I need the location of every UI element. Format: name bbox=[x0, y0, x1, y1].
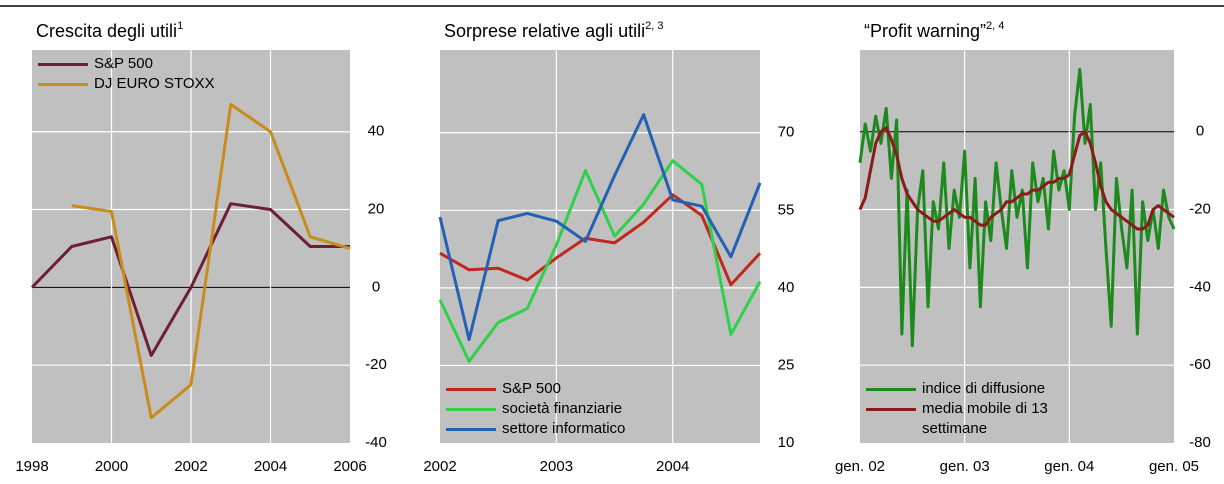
chart-title: Crescita degli utili1 bbox=[36, 20, 183, 41]
x-tick-label: 2003 bbox=[540, 458, 573, 475]
legend: S&P 500 società finanziarie settore inform… bbox=[446, 319, 696, 439]
series-line bbox=[71, 102, 351, 420]
legend-label: DJ EURO STOXX bbox=[94, 75, 215, 92]
legend-swatch bbox=[38, 63, 88, 66]
series-line bbox=[30, 202, 350, 357]
series-line bbox=[439, 193, 762, 287]
legend-item: settore informatico bbox=[446, 419, 696, 439]
x-tick-label: 2006 bbox=[333, 458, 366, 475]
plot-area bbox=[860, 50, 1174, 443]
series-line bbox=[858, 126, 1175, 231]
y-tick-label: 40 bbox=[778, 279, 795, 296]
legend-swatch bbox=[446, 388, 496, 391]
y-tick-label: -40 bbox=[365, 434, 387, 451]
x-tick-label: 2004 bbox=[254, 458, 287, 475]
x-tick-label: gen. 03 bbox=[940, 458, 990, 475]
legend-box: S&P 500 società finanziarie settore inform… bbox=[446, 319, 696, 439]
y-tick-label: 25 bbox=[778, 356, 795, 373]
y-tick-label: 20 bbox=[368, 201, 385, 218]
legend-label: settore informatico bbox=[502, 420, 626, 437]
legend-swatch bbox=[866, 408, 916, 411]
x-tick-label: 2002 bbox=[423, 458, 456, 475]
legend-swatch bbox=[446, 408, 496, 411]
legend-item: S&P 500 bbox=[38, 54, 288, 74]
chart-title: Sorprese relative agli utili2, 3 bbox=[444, 20, 663, 41]
x-tick-label: 2004 bbox=[656, 458, 689, 475]
legend-item: DJ EURO STOXX bbox=[38, 74, 288, 94]
x-tick-label: gen. 04 bbox=[1044, 458, 1094, 475]
y-tick-label: 0 bbox=[372, 278, 380, 295]
x-tick-label: 1998 bbox=[15, 458, 48, 475]
legend-label: S&P 500 bbox=[94, 55, 153, 72]
y-tick-label: -40 bbox=[1189, 278, 1211, 295]
legend: indice di diffusione media mobile di 13 s… bbox=[866, 319, 1106, 439]
legend-item: società finanziarie bbox=[446, 399, 696, 419]
title-text: Sorprese relative agli utili bbox=[444, 21, 645, 41]
title-superscript: 1 bbox=[177, 20, 183, 32]
legend-item: media mobile di 13 settimane bbox=[866, 399, 1106, 439]
title-superscript: 2, 3 bbox=[645, 20, 663, 32]
legend-swatch bbox=[446, 428, 496, 431]
title-text: Crescita degli utili bbox=[36, 21, 177, 41]
legend-label: società finanziarie bbox=[502, 400, 623, 417]
legend-item: S&P 500 bbox=[446, 379, 696, 399]
title-superscript: 2, 4 bbox=[986, 20, 1004, 32]
x-tick-label: gen. 02 bbox=[835, 458, 885, 475]
x-tick-label: gen. 05 bbox=[1149, 458, 1199, 475]
y-tick-label: 70 bbox=[778, 124, 795, 141]
y-tick-label: -20 bbox=[365, 356, 387, 373]
series-line bbox=[858, 67, 1176, 348]
legend-box: S&P 500 DJ EURO STOXX bbox=[38, 54, 288, 174]
y-tick-label: 40 bbox=[368, 123, 385, 140]
legend-swatch bbox=[866, 388, 916, 391]
chart-title: “Profit warning”2, 4 bbox=[864, 20, 1004, 41]
series-line bbox=[438, 159, 762, 363]
y-tick-label: -60 bbox=[1189, 356, 1211, 373]
x-tick-label: 2000 bbox=[95, 458, 128, 475]
legend-item: indice di diffusione bbox=[866, 379, 1106, 399]
legend-label: indice di diffusione bbox=[922, 380, 1046, 397]
legend-label: S&P 500 bbox=[502, 380, 561, 397]
y-tick-label: -80 bbox=[1189, 434, 1211, 451]
y-tick-label: 0 bbox=[1196, 123, 1204, 140]
title-text: “Profit warning” bbox=[864, 21, 986, 41]
legend-swatch bbox=[38, 83, 88, 86]
y-tick-label: 55 bbox=[778, 201, 795, 218]
legend: S&P 500 DJ EURO STOXX bbox=[38, 54, 288, 174]
y-tick-label: -20 bbox=[1189, 201, 1211, 218]
legend-label: media mobile di 13 settimane bbox=[922, 400, 1048, 437]
series-line bbox=[438, 113, 762, 342]
legend-box: indice di diffusione media mobile di 13 s… bbox=[866, 319, 1106, 439]
y-tick-label: 10 bbox=[778, 434, 795, 451]
x-tick-label: 2002 bbox=[174, 458, 207, 475]
